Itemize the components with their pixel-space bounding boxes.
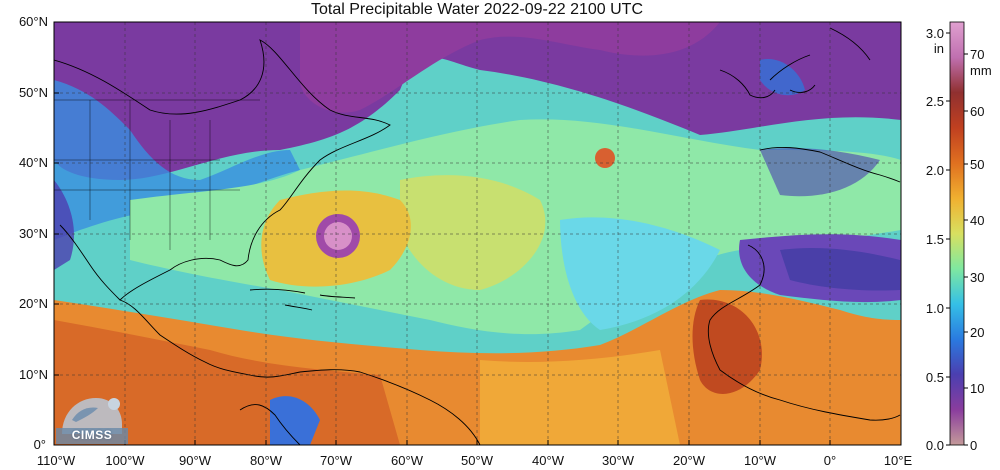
colorbar-inch-tick: 1.5 (926, 232, 944, 247)
map-title: Total Precipitable Water 2022-09-22 2100… (310, 1, 644, 18)
lon-axis: 110°W 100°W 90°W 80°W 70°W 60°W 50°W 40°… (37, 440, 913, 468)
lon-label: 10°W (744, 453, 777, 468)
colorbar-mm-tick: 40 (970, 213, 984, 228)
colorbar: 3.0 in 2.5 2.0 1.5 1.0 0.5 0.0 70 mm 60 … (926, 21, 992, 453)
globe-icon (56, 398, 128, 444)
cimss-logo: CIMSS (56, 390, 128, 444)
lat-label: 50°N (19, 85, 48, 100)
lon-label: 80°W (250, 453, 283, 468)
state-borders (54, 99, 260, 250)
lon-label: 60°W (391, 453, 424, 468)
lon-label: 40°W (532, 453, 565, 468)
lat-label: 10°N (19, 367, 48, 382)
colorbar-mm-tick: 10 (970, 381, 984, 396)
lon-label: 30°W (602, 453, 635, 468)
colorbar-inch-tick: 3.0 (926, 26, 944, 41)
colorbar-inch-tick: 1.0 (926, 301, 944, 316)
colorbar-mm-tick: 30 (970, 270, 984, 285)
colorbar-mm-tick: 60 (970, 104, 984, 119)
lat-label: 0° (34, 437, 46, 452)
graticule (54, 22, 901, 445)
colorbar-mm-unit: mm (970, 63, 992, 78)
coastlines (54, 27, 901, 445)
lon-label: 10°E (884, 453, 913, 468)
lat-axis: 60°N 50°N 40°N 30°N 20°N 10°N 0° (19, 14, 59, 452)
precipitable-water-field (54, 22, 901, 445)
lon-label: 20°W (673, 453, 706, 468)
colorbar-mm-tick: 70 (970, 47, 984, 62)
colorbar-inch-tick: 2.0 (926, 163, 944, 178)
lat-label: 20°N (19, 296, 48, 311)
colorbar-inch-unit: in (934, 41, 944, 56)
colorbar-inch-tick: 0.5 (926, 370, 944, 385)
lon-label: 100°W (105, 453, 145, 468)
lon-label: 110°W (37, 453, 76, 468)
colorbar-mm-tick: 50 (970, 157, 984, 172)
colorbar-bar (949, 21, 965, 446)
colorbar-mm-tick: 20 (970, 325, 984, 340)
lon-label: 70°W (320, 453, 353, 468)
lat-label: 60°N (19, 14, 48, 29)
logo-text: CIMSS (71, 428, 113, 442)
lon-label: 90°W (179, 453, 212, 468)
colorbar-inch-tick: 2.5 (926, 94, 944, 109)
lon-label: 0° (824, 453, 836, 468)
colorbar-mm-tick: 0 (970, 438, 977, 453)
lat-label: 40°N (19, 155, 48, 170)
lon-label: 50°W (461, 453, 494, 468)
lat-label: 30°N (19, 226, 48, 241)
colorbar-inch-tick: 0.0 (926, 438, 944, 453)
